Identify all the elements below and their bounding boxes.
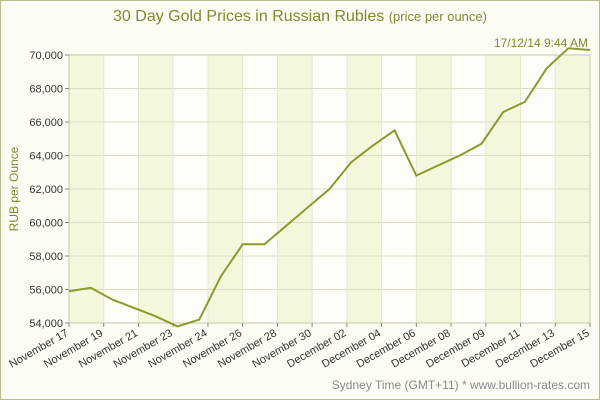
- y-axis-label: RUB per Ounce: [7, 146, 21, 231]
- y-axis-ticks: 54,000 56,000 58,000 60,000 62,000 64,000 66,0…: [29, 50, 69, 330]
- y-tick-label: 64,000: [29, 151, 63, 163]
- chart-title-text: 30 Day Gold Prices in Russian Rubles: [113, 8, 385, 25]
- y-tick-label: 62,000: [29, 184, 63, 196]
- y-tick-label: 56,000: [29, 285, 63, 297]
- y-tick-label: 60,000: [29, 218, 63, 230]
- timestamp: 17/12/14 9:44 AM: [493, 36, 588, 50]
- chart-subtitle: (price per ounce): [388, 9, 487, 24]
- chart-title: 30 Day Gold Prices in Russian Rubles (pr…: [0, 8, 600, 26]
- y-tick-label: 70,000: [29, 50, 63, 62]
- y-tick-label: 54,000: [29, 318, 63, 330]
- y-tick-label: 68,000: [29, 84, 63, 96]
- y-tick-label: 58,000: [29, 251, 63, 263]
- price-series-line: [68, 47, 591, 328]
- y-tick-label: 66,000: [29, 117, 63, 129]
- source-credit: Sydney Time (GMT+11) * www.bullion-rates…: [331, 378, 590, 392]
